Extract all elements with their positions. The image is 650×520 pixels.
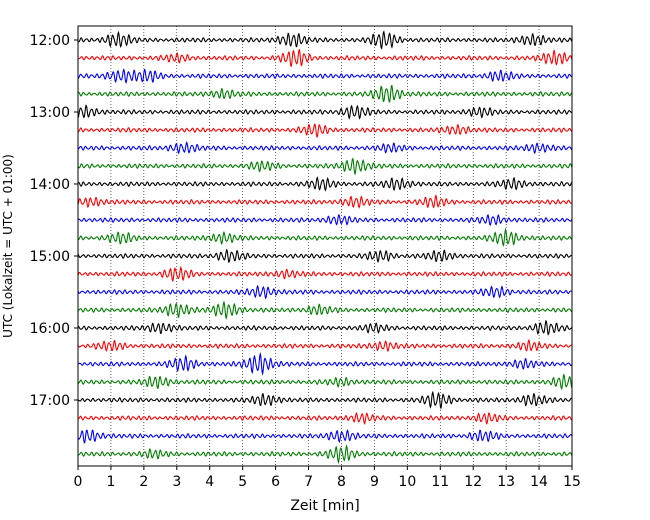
trace-line bbox=[77, 104, 573, 120]
trace-line bbox=[77, 390, 573, 410]
x-tick-label: 1 bbox=[106, 474, 115, 490]
trace-line bbox=[77, 68, 573, 85]
x-tick-label: 7 bbox=[304, 474, 313, 490]
x-tick-label: 2 bbox=[139, 474, 148, 490]
plot-frame bbox=[77, 25, 573, 467]
grid-layer bbox=[110, 26, 540, 466]
y-tick-label: 16:00 bbox=[30, 321, 70, 337]
trace-line bbox=[77, 351, 573, 376]
trace-line bbox=[77, 319, 573, 336]
x-tick-label: 3 bbox=[172, 474, 181, 490]
trace-line bbox=[77, 123, 573, 138]
trace-line bbox=[77, 265, 573, 283]
tick-layer: 0 1 2 3 4 5 6 7 8 9 10 11 12 13 14 1512:0013:0014:0015:… bbox=[30, 33, 581, 490]
trace-line bbox=[77, 300, 573, 320]
trace-line bbox=[77, 84, 573, 103]
trace-line bbox=[77, 339, 573, 353]
x-tick-label: 5 bbox=[238, 474, 247, 490]
trace-line bbox=[77, 213, 573, 227]
trace-line bbox=[77, 227, 573, 248]
trace-line bbox=[77, 157, 573, 176]
y-axis-label: UTC (Lokalzeit = UTC + 01:00) bbox=[1, 154, 15, 338]
y-tick-label: 15:00 bbox=[30, 249, 70, 265]
trace-line bbox=[77, 30, 573, 50]
trace-layer bbox=[77, 30, 573, 464]
x-tick-label: 0 bbox=[74, 474, 83, 490]
y-tick-label: 12:00 bbox=[30, 33, 70, 49]
x-tick-label: 10 bbox=[398, 474, 416, 490]
trace-line bbox=[77, 284, 573, 300]
trace-line bbox=[77, 248, 573, 264]
trace-line bbox=[77, 411, 573, 425]
trace-line bbox=[77, 48, 573, 67]
x-tick-label: 15 bbox=[563, 474, 581, 490]
x-tick-label: 11 bbox=[431, 474, 449, 490]
x-tick-label: 8 bbox=[337, 474, 346, 490]
trace-line bbox=[77, 141, 573, 155]
y-tick-label: 13:00 bbox=[30, 105, 70, 121]
x-tick-label: 9 bbox=[370, 474, 379, 490]
trace-line bbox=[77, 176, 573, 192]
y-tick-label: 14:00 bbox=[30, 177, 70, 193]
x-tick-label: 12 bbox=[464, 474, 482, 490]
trace-line bbox=[77, 194, 573, 209]
y-tick-label: 17:00 bbox=[30, 393, 70, 409]
x-tick-label: 13 bbox=[497, 474, 515, 490]
trace-line bbox=[77, 429, 573, 444]
x-tick-label: 6 bbox=[271, 474, 280, 490]
x-axis-label: Zeit [min] bbox=[290, 498, 359, 514]
x-tick-label: 14 bbox=[530, 474, 548, 490]
trace-line bbox=[77, 373, 573, 391]
x-tick-label: 4 bbox=[205, 474, 214, 490]
trace-line bbox=[77, 444, 573, 464]
